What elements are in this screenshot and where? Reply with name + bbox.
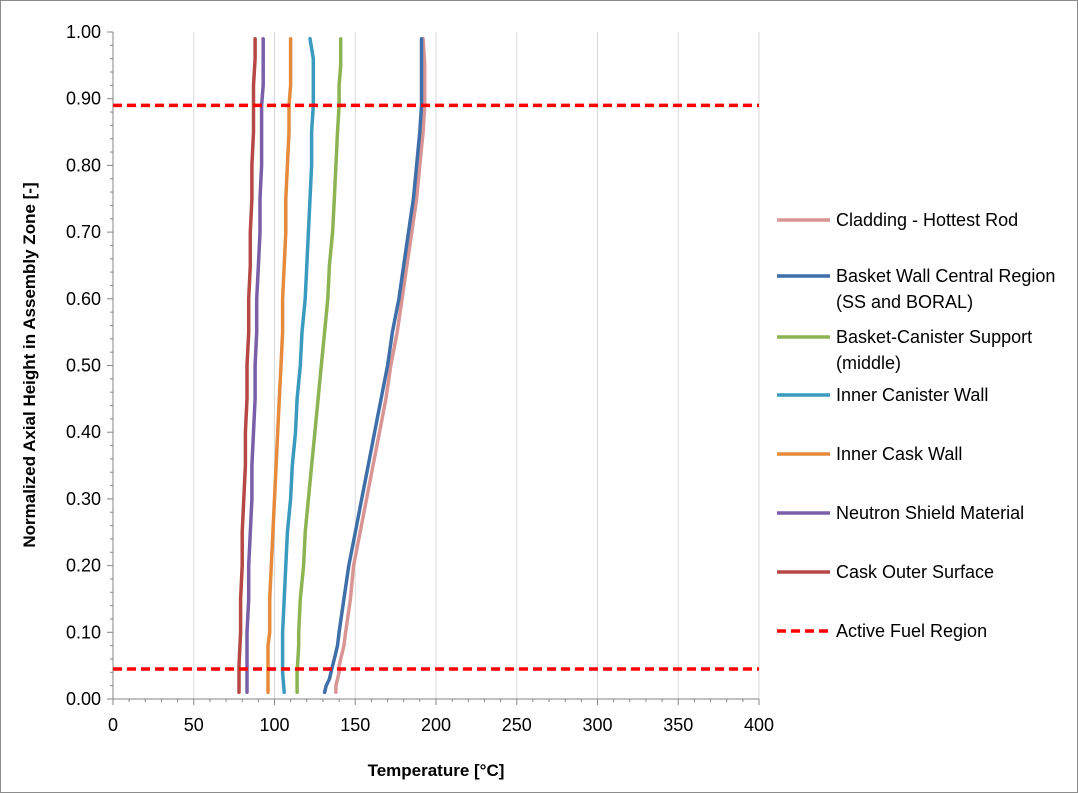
legend-label-line: Inner Canister Wall xyxy=(836,385,988,405)
legend-label-line: Basket-Canister Support xyxy=(836,327,1032,347)
x-tick-label: 150 xyxy=(340,715,370,735)
grid-layer xyxy=(193,32,760,699)
legend-label-line: Neutron Shield Material xyxy=(836,503,1024,523)
x-tick-label: 300 xyxy=(582,715,612,735)
y-tick-label: 0.50 xyxy=(66,356,101,376)
series-line-cladding-hottest-rod xyxy=(334,36,427,695)
legend-label-line: Cask Outer Surface xyxy=(836,562,994,582)
legend-label-line: (SS and BORAL) xyxy=(836,292,973,312)
x-tick-label: 400 xyxy=(744,715,774,735)
x-axis-title: Temperature [°C] xyxy=(368,761,505,780)
legend-label-line: Active Fuel Region xyxy=(836,621,987,641)
legend-label-inner-cask-wall: Inner Cask Wall xyxy=(836,444,962,464)
y-tick-label: 0.10 xyxy=(66,622,101,642)
ticklabel-layer: 0.00 0.10 0.20 0.30 0.40 0.50 0.60 0.70 0.80 0.90… xyxy=(66,22,774,735)
legend-label-line: Inner Cask Wall xyxy=(836,444,962,464)
series-layer xyxy=(113,36,759,695)
legend-label-active-fuel-region: Active Fuel Region xyxy=(836,621,987,641)
legend: Cladding - Hottest Rod Basket Wall Centra… xyxy=(777,210,1055,641)
series-line-neutron-shield-material xyxy=(245,36,265,695)
series-line-inner-cask-wall xyxy=(266,36,293,695)
legend-label-line: Basket Wall Central Region xyxy=(836,266,1055,286)
x-tick-label: 200 xyxy=(421,715,451,735)
y-tick-label: 0.30 xyxy=(66,489,101,509)
y-tick-label: 0.80 xyxy=(66,155,101,175)
x-tick-label: 350 xyxy=(663,715,693,735)
y-tick-label: 1.00 xyxy=(66,22,101,42)
y-tick-label: 0.40 xyxy=(66,422,101,442)
axes-layer xyxy=(107,31,760,705)
legend-label-basket-wall-central-region-ss-and-boral: Basket Wall Central Region (SS and BORAL) xyxy=(836,266,1055,312)
series-line-basket-canister-support-middle xyxy=(295,36,343,695)
legend-label-cladding-hottest-rod: Cladding - Hottest Rod xyxy=(836,210,1018,230)
x-tick-label: 50 xyxy=(184,715,204,735)
legend-label-line: (middle) xyxy=(836,353,901,373)
x-tick-label: 100 xyxy=(259,715,289,735)
y-tick-label: 0.20 xyxy=(66,556,101,576)
y-tick-label: 0.60 xyxy=(66,289,101,309)
x-tick-label: 250 xyxy=(502,715,532,735)
legend-label-basket-canister-support-middle: Basket-Canister Support (middle) xyxy=(836,327,1032,373)
y-axis-title: Normalized Axial Height in Assembly Zone… xyxy=(20,182,39,547)
legend-label-inner-canister-wall: Inner Canister Wall xyxy=(836,385,988,405)
y-tick-label: 0.70 xyxy=(66,222,101,242)
legend-label-cask-outer-surface: Cask Outer Surface xyxy=(836,562,994,582)
legend-label-line: Cladding - Hottest Rod xyxy=(836,210,1018,230)
y-tick-label: 0.90 xyxy=(66,89,101,109)
y-tick-label: 0.00 xyxy=(66,689,101,709)
legend-label-neutron-shield-material: Neutron Shield Material xyxy=(836,503,1024,523)
series-line-basket-wall-central-region-ss-and-boral xyxy=(322,36,424,695)
x-tick-label: 0 xyxy=(108,715,118,735)
series-line-inner-canister-wall xyxy=(280,36,316,695)
series-line-cask-outer-surface xyxy=(237,36,257,695)
